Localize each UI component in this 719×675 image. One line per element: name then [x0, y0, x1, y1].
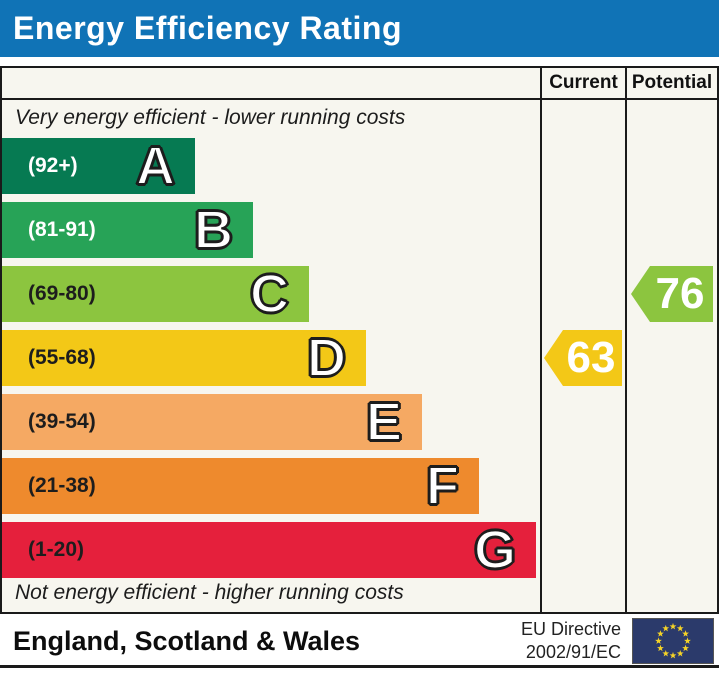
eu-directive-label: EU Directive 2002/91/EC	[521, 618, 621, 664]
current-column-header: Current	[540, 68, 625, 100]
chart-column-header	[2, 68, 540, 100]
band-b-bar: (81-91) B	[2, 202, 253, 258]
band-e-range: (39-54)	[28, 410, 96, 433]
current-rating-value: 63	[566, 333, 616, 382]
band-a-bar: (92+) A	[2, 138, 195, 194]
band-d-range: (55-68)	[28, 346, 96, 369]
current-rating-column: 63	[540, 100, 625, 612]
potential-column-header: Potential	[625, 68, 717, 100]
potential-rating-value: 76	[655, 269, 705, 318]
epc-rating-table: Current Potential Very energy efficient …	[0, 66, 719, 614]
rating-bands-area: Very energy efficient - lower running co…	[2, 100, 540, 612]
band-c-range: (69-80)	[28, 282, 96, 305]
eu-flag-icon	[632, 618, 714, 664]
band-f-bar: (21-38) F	[2, 458, 479, 514]
region-label: England, Scotland & Wales	[13, 625, 361, 656]
band-d-bar: (55-68) D	[2, 330, 366, 386]
band-a-letter: A	[135, 136, 176, 196]
page-title: Energy Efficiency Rating	[13, 10, 402, 46]
inefficient-note: Not energy efficient - higher running co…	[15, 581, 404, 604]
band-e-letter: E	[365, 392, 403, 452]
band-b-range: (81-91)	[28, 218, 96, 241]
potential-rating-column: 76	[625, 100, 717, 612]
band-g-bar: (1-20) G	[2, 522, 536, 578]
band-f-range: (21-38)	[28, 474, 96, 497]
band-d-letter: D	[306, 328, 347, 388]
band-a-range: (92+)	[28, 154, 78, 177]
eu-directive-line2: 2002/91/EC	[525, 642, 621, 662]
band-g-range: (1-20)	[28, 538, 85, 561]
footer-bar: England, Scotland & Wales EU Directive 2…	[0, 617, 719, 668]
current-rating-arrow: 63	[544, 330, 622, 386]
band-c-bar: (69-80) C	[2, 266, 309, 322]
efficient-note: Very energy efficient - lower running co…	[15, 106, 406, 129]
band-f-letter: F	[425, 456, 460, 516]
potential-rating-arrow: 76	[631, 266, 713, 322]
band-c-letter: C	[249, 264, 290, 324]
title-bar: Energy Efficiency Rating	[0, 0, 719, 57]
eu-directive-line1: EU Directive	[520, 619, 621, 639]
band-g-letter: G	[473, 520, 517, 580]
band-e-bar: (39-54) E	[2, 394, 422, 450]
band-b-letter: B	[193, 200, 234, 260]
